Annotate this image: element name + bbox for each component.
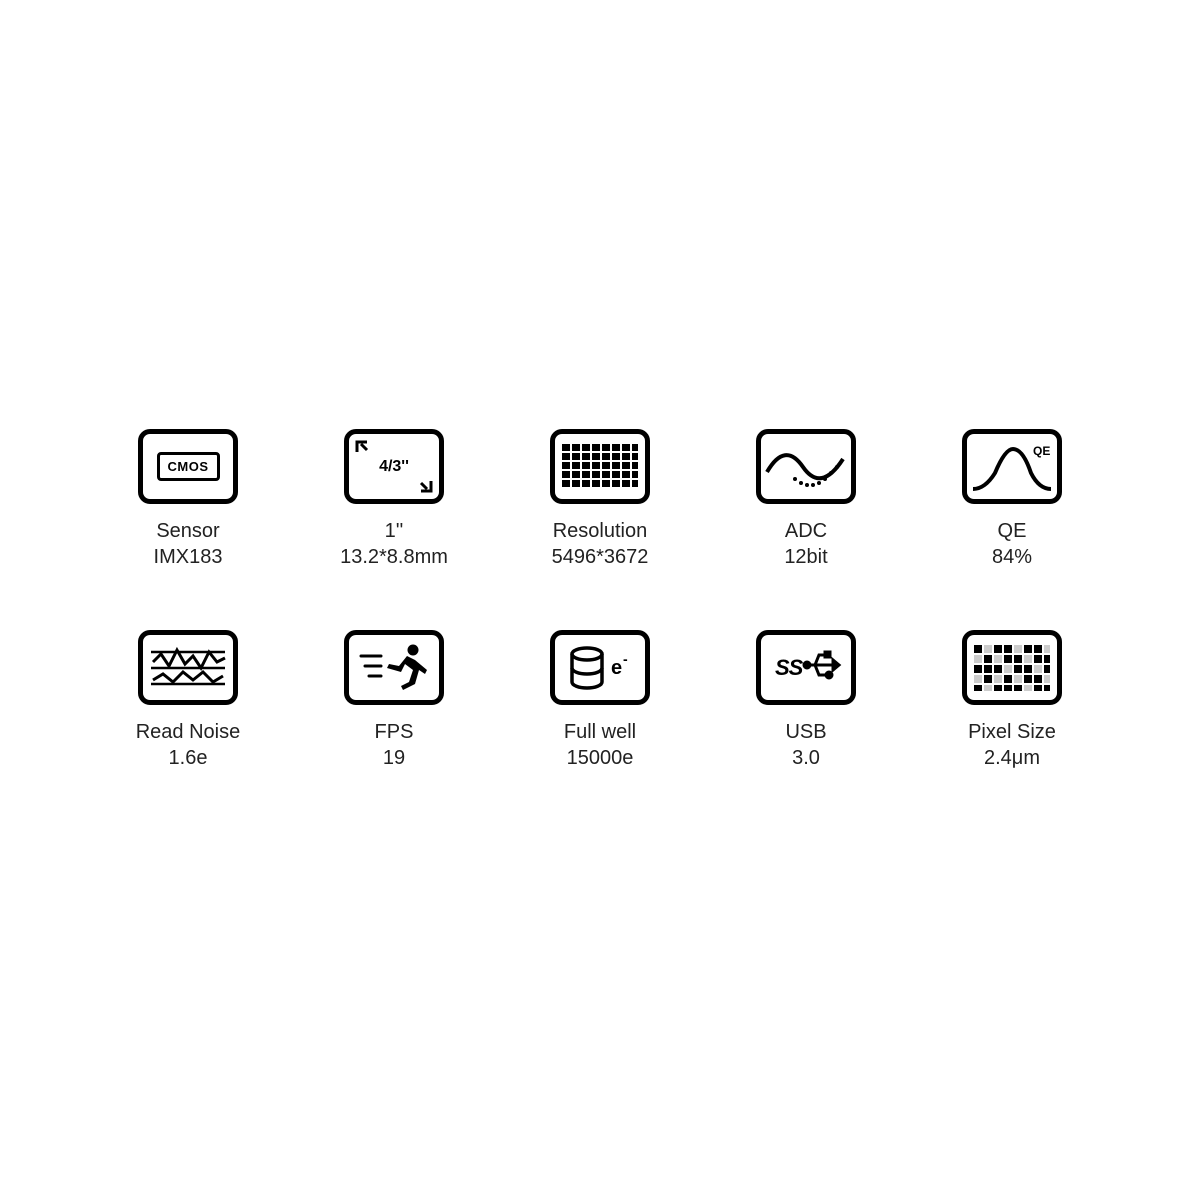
spec-grid: CMOS Sensor IMX183 4/3'' 1'' 13.2*8.8mm	[120, 429, 1080, 771]
spec-label: USB	[785, 719, 826, 745]
spec-label: QE	[998, 518, 1027, 544]
spec-label: Pixel Size	[968, 719, 1056, 745]
spec-value: 84%	[992, 544, 1032, 570]
spec-value: IMX183	[154, 544, 223, 570]
qe-curve-icon: QE	[962, 429, 1062, 504]
noise-lines-icon	[138, 630, 238, 705]
spec-value: 3.0	[792, 745, 820, 771]
svg-text:-: -	[623, 651, 628, 667]
spec-value: 13.2*8.8mm	[340, 544, 448, 570]
spec-label: ADC	[785, 518, 827, 544]
cmos-icon-text: CMOS	[157, 452, 220, 481]
resolution-grid-icon	[550, 429, 650, 504]
spec-value: 5496*3672	[552, 544, 649, 570]
spec-label: FPS	[375, 719, 414, 745]
spec-value: 1.6e	[169, 745, 208, 771]
spec-usb: SS USB 3.0	[738, 630, 874, 771]
database-e-icon: e -	[550, 630, 650, 705]
pixel-grid-icon	[962, 630, 1062, 705]
svg-text:e: e	[611, 657, 622, 679]
usb-ss-icon: SS	[756, 630, 856, 705]
spec-sensor: CMOS Sensor IMX183	[120, 429, 256, 570]
spec-label: Resolution	[553, 518, 648, 544]
spec-label: Read Noise	[136, 719, 241, 745]
spec-label: 1''	[385, 518, 404, 544]
spec-full-well: e - Full well 15000e	[532, 630, 668, 771]
spec-value: 12bit	[784, 544, 827, 570]
spec-fps: FPS 19	[326, 630, 462, 771]
spec-value: 19	[383, 745, 405, 771]
qe-icon-text: QE	[1033, 444, 1050, 458]
cmos-icon: CMOS	[138, 429, 238, 504]
runner-icon	[344, 630, 444, 705]
spec-pixel-size: Pixel Size 2.4μm	[944, 630, 1080, 771]
spec-label: Sensor	[156, 518, 219, 544]
spec-adc: ADC 12bit	[738, 429, 874, 570]
diagonal-icon-text: 4/3''	[379, 458, 409, 476]
adc-wave-icon	[756, 429, 856, 504]
spec-label: Full well	[564, 719, 636, 745]
spec-resolution: Resolution 5496*3672	[532, 429, 668, 570]
spec-read-noise: Read Noise 1.6e	[120, 630, 256, 771]
spec-value: 2.4μm	[984, 745, 1040, 771]
diagonal-icon: 4/3''	[344, 429, 444, 504]
spec-value: 15000e	[567, 745, 634, 771]
spec-qe: QE QE 84%	[944, 429, 1080, 570]
spec-size: 4/3'' 1'' 13.2*8.8mm	[326, 429, 462, 570]
